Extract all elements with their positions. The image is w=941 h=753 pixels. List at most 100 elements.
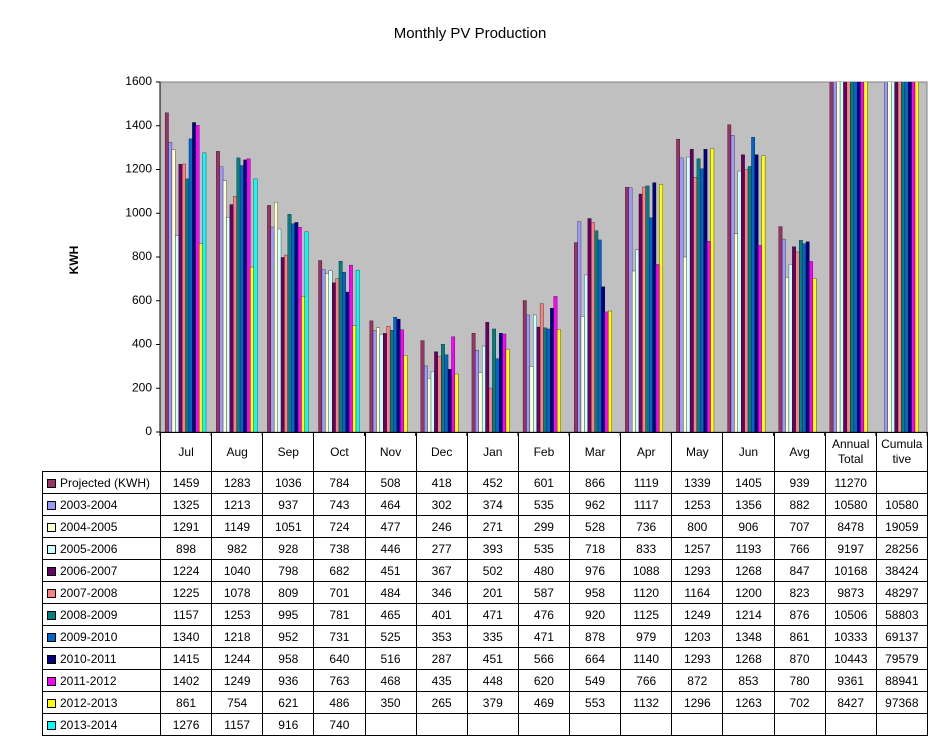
bar [430, 371, 435, 432]
bar [700, 168, 704, 432]
table-value: 587 [517, 581, 571, 604]
table-value: 1296 [671, 691, 724, 714]
bar [655, 264, 660, 432]
legend-entry: 2005-2006 [42, 537, 161, 560]
table-value: 8478 [824, 515, 877, 538]
table-value: 1244 [211, 647, 264, 670]
bar [536, 326, 541, 432]
table-value: 798 [262, 559, 315, 582]
legend-swatch [47, 610, 56, 620]
table-value: 979 [620, 625, 673, 648]
table-value: 28256 [875, 537, 928, 560]
table-value: 508 [364, 471, 417, 494]
bar [294, 222, 299, 432]
table-value: 800 [671, 515, 724, 538]
table-value: 1117 [620, 493, 673, 516]
legend-entry: 2004-2005 [42, 515, 161, 538]
bar [580, 316, 585, 432]
table-value: 780 [773, 669, 826, 692]
empty-cell [671, 713, 724, 736]
table-value: 1214 [722, 603, 775, 626]
bar [376, 327, 381, 432]
bar [679, 157, 684, 432]
table-value: 866 [568, 471, 622, 494]
bar [325, 273, 329, 432]
table-value: 936 [262, 669, 315, 692]
table-value: 9197 [824, 537, 877, 560]
table-value: 566 [517, 647, 571, 670]
bar [451, 336, 456, 432]
legend-entry: 2008-2009 [42, 603, 161, 626]
table-value: 79579 [875, 647, 928, 670]
bar [625, 187, 629, 432]
table-value: 468 [364, 669, 417, 692]
table-value: 88941 [875, 669, 928, 692]
table-value: 1356 [722, 493, 775, 516]
legend-entry: 2003-2004 [42, 493, 161, 516]
legend-label: 2008-2009 [60, 607, 118, 622]
x-tick-label: Annual Total [824, 432, 877, 472]
legend-label: 2011-2012 [60, 673, 117, 688]
table-value: 448 [466, 669, 519, 692]
table-value: 958 [262, 647, 315, 670]
bar [202, 152, 207, 432]
bar [533, 314, 537, 432]
table-value: 870 [773, 647, 826, 670]
table-value: 10443 [824, 647, 877, 670]
bar [485, 322, 490, 432]
legend-entry: Projected (KWH) [42, 471, 161, 494]
bar [897, 82, 902, 432]
table-value: 10580 [875, 493, 928, 516]
legend-swatch [47, 720, 56, 730]
bar [683, 256, 687, 432]
corner-cell [42, 432, 161, 472]
bar [499, 333, 503, 432]
table-row: 2007-2008 1225 1078 809 701 484 346 201 587 958 11… [42, 581, 928, 604]
bar [860, 82, 865, 432]
bar [492, 328, 496, 432]
bar [502, 333, 507, 432]
table-value: 906 [722, 515, 775, 538]
bar [284, 254, 288, 432]
bar [601, 286, 606, 432]
table-value: 620 [517, 669, 571, 692]
bar [164, 112, 169, 432]
y-tick-label: 400 [132, 337, 152, 351]
bar [799, 240, 803, 432]
y-tick-label: 1200 [125, 162, 152, 176]
x-tick-label: Mar [568, 432, 622, 472]
table-value: 379 [466, 691, 519, 714]
table-value: 277 [415, 537, 468, 560]
table-value: 1040 [211, 559, 264, 582]
bar [856, 82, 861, 432]
table-value: 1257 [671, 537, 724, 560]
table-value: 401 [415, 603, 468, 626]
table-value: 682 [313, 559, 366, 582]
table-value: 367 [415, 559, 468, 582]
table-value: 1193 [722, 537, 775, 560]
bar [781, 238, 786, 432]
table-row: 2011-2012 1402 1249 936 763 468 435 448 620 549 76… [42, 669, 928, 692]
bar [475, 350, 479, 432]
bar [321, 269, 326, 432]
bar [730, 135, 735, 432]
bar [379, 334, 384, 432]
table-value: 738 [313, 537, 366, 560]
table-row: 2006-2007 1224 1040 798 682 451 367 502 480 976 10… [42, 559, 928, 582]
table-value: 435 [415, 669, 468, 692]
table-value: 350 [364, 691, 417, 714]
table-value: 58803 [875, 603, 928, 626]
table-value: 19059 [875, 515, 928, 538]
table-value: 1157 [159, 603, 213, 626]
bar [594, 230, 599, 432]
bar [403, 355, 408, 432]
bars [164, 82, 919, 432]
bar [297, 227, 302, 432]
legend-swatch [47, 632, 56, 642]
legend-label: 2013-2014 [60, 717, 118, 732]
bar [778, 226, 783, 432]
bar [393, 317, 398, 432]
bar [894, 82, 899, 432]
bar [352, 325, 357, 432]
legend-entry: 2007-2008 [42, 581, 161, 604]
